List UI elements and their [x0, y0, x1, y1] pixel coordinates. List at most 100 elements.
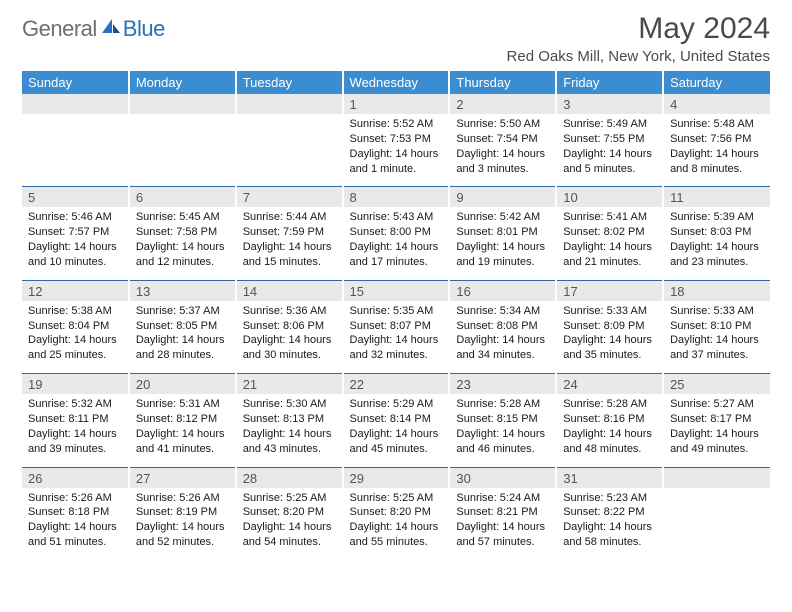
- daylight-text: Daylight: 14 hours and 45 minutes.: [350, 427, 443, 457]
- sunset-text: Sunset: 8:21 PM: [456, 505, 549, 520]
- daylight-text: Daylight: 14 hours and 28 minutes.: [136, 333, 229, 363]
- date-cell: 15: [343, 280, 450, 301]
- daylight-text: Daylight: 14 hours and 15 minutes.: [243, 240, 336, 270]
- sunrise-text: Sunrise: 5:26 AM: [136, 491, 229, 506]
- sunrise-text: Sunrise: 5:42 AM: [456, 210, 549, 225]
- info-cell: [663, 488, 770, 560]
- date-cell: 11: [663, 187, 770, 208]
- daylight-text: Daylight: 14 hours and 21 minutes.: [563, 240, 656, 270]
- sunrise-text: Sunrise: 5:34 AM: [456, 304, 549, 319]
- date-cell: 12: [22, 280, 129, 301]
- info-cell: [236, 114, 343, 187]
- sunrise-text: Sunrise: 5:33 AM: [563, 304, 656, 319]
- sunset-text: Sunset: 7:56 PM: [670, 132, 764, 147]
- info-cell: Sunrise: 5:30 AMSunset: 8:13 PMDaylight:…: [236, 394, 343, 467]
- info-cell: Sunrise: 5:31 AMSunset: 8:12 PMDaylight:…: [129, 394, 236, 467]
- date-row: 12131415161718: [22, 280, 770, 301]
- daylight-text: Daylight: 14 hours and 3 minutes.: [456, 147, 549, 177]
- sunrise-text: Sunrise: 5:36 AM: [243, 304, 336, 319]
- info-row: Sunrise: 5:26 AM Sunset: 8:18 PM Daylight:…: [22, 488, 770, 560]
- date-cell: [663, 467, 770, 488]
- info-cell: [129, 114, 236, 187]
- logo-sail-icon: [101, 18, 121, 41]
- header-row: General Blue May 2024 Red Oaks Mill, New…: [22, 12, 770, 65]
- info-cell: Sunrise: 5:41 AMSunset: 8:02 PMDaylight:…: [556, 207, 663, 280]
- info-cell: Sunrise: 5:34 AMSunset: 8:08 PMDaylight:…: [449, 301, 556, 374]
- date-cell: 13: [129, 280, 236, 301]
- info-cell: Sunrise: 5:27 AMSunset: 8:17 PMDaylight:…: [663, 394, 770, 467]
- sunrise-text: Sunrise: 5:24 AM: [456, 491, 549, 506]
- sunrise-text: Sunrise: 5:52 AM: [350, 117, 443, 132]
- date-cell: 4: [663, 94, 770, 114]
- sunrise-text: Sunrise: 5:39 AM: [670, 210, 764, 225]
- sunset-text: Sunset: 8:18 PM: [28, 505, 122, 520]
- sunset-text: Sunset: 8:22 PM: [563, 505, 656, 520]
- date-cell: 21: [236, 374, 343, 395]
- info-row: Sunrise: 5:52 AMSunset: 7:53 PMDaylight:…: [22, 114, 770, 187]
- sunset-text: Sunset: 7:57 PM: [28, 225, 122, 240]
- info-cell: Sunrise: 5:26 AMSunset: 8:19 PMDaylight:…: [129, 488, 236, 560]
- info-cell: Sunrise: 5:42 AMSunset: 8:01 PMDaylight:…: [449, 207, 556, 280]
- info-cell: Sunrise: 5:48 AMSunset: 7:56 PMDaylight:…: [663, 114, 770, 187]
- title-block: May 2024 Red Oaks Mill, New York, United…: [507, 12, 770, 65]
- daylight-text: Daylight: 14 hours and 55 minutes.: [350, 520, 443, 550]
- sunset-text: Sunset: 8:12 PM: [136, 412, 229, 427]
- info-cell: Sunrise: 5:28 AMSunset: 8:16 PMDaylight:…: [556, 394, 663, 467]
- info-cell: Sunrise: 5:39 AMSunset: 8:03 PMDaylight:…: [663, 207, 770, 280]
- date-cell: 22: [343, 374, 450, 395]
- date-cell: 23: [449, 374, 556, 395]
- location-subtitle: Red Oaks Mill, New York, United States: [507, 48, 770, 65]
- date-cell: 9: [449, 187, 556, 208]
- date-cell: 20: [129, 374, 236, 395]
- date-cell: 27: [129, 467, 236, 488]
- info-cell: Sunrise: 5:23 AMSunset: 8:22 PMDaylight:…: [556, 488, 663, 560]
- daylight-text: Daylight: 14 hours and 35 minutes.: [563, 333, 656, 363]
- day-header-thu: Thursday: [449, 71, 556, 94]
- sunset-text: Sunset: 8:05 PM: [136, 319, 229, 334]
- sunset-text: Sunset: 8:10 PM: [670, 319, 764, 334]
- date-cell: 14: [236, 280, 343, 301]
- info-cell: Sunrise: 5:49 AMSunset: 7:55 PMDaylight:…: [556, 114, 663, 187]
- info-cell: Sunrise: 5:43 AMSunset: 8:00 PMDaylight:…: [343, 207, 450, 280]
- sunrise-text: Sunrise: 5:49 AM: [563, 117, 656, 132]
- daylight-text: Daylight: 14 hours and 48 minutes.: [563, 427, 656, 457]
- daylight-text: Daylight: 14 hours and 54 minutes.: [243, 520, 336, 550]
- daylight-text: Daylight: 14 hours and 58 minutes.: [563, 520, 656, 550]
- sunrise-text: Sunrise: 5:37 AM: [136, 304, 229, 319]
- sunrise-text: Sunrise: 5:29 AM: [350, 397, 443, 412]
- sunrise-text: Sunrise: 5:33 AM: [670, 304, 764, 319]
- daylight-text: Daylight: 14 hours and 37 minutes.: [670, 333, 764, 363]
- daylight-text: Daylight: 14 hours and 43 minutes.: [243, 427, 336, 457]
- sunset-text: Sunset: 8:03 PM: [670, 225, 764, 240]
- sunrise-text: Sunrise: 5:44 AM: [243, 210, 336, 225]
- calendar-page: General Blue May 2024 Red Oaks Mill, New…: [0, 0, 792, 560]
- info-cell: Sunrise: 5:29 AMSunset: 8:14 PMDaylight:…: [343, 394, 450, 467]
- daylight-text: Daylight: 14 hours and 10 minutes.: [28, 240, 122, 270]
- info-cell: [22, 114, 129, 187]
- sunrise-text: Sunrise: 5:30 AM: [243, 397, 336, 412]
- day-header-mon: Monday: [129, 71, 236, 94]
- date-cell: 7: [236, 187, 343, 208]
- sunrise-text: Sunrise: 5:43 AM: [350, 210, 443, 225]
- daylight-text: Daylight: 14 hours and 1 minute.: [350, 147, 443, 177]
- sunrise-text: Sunrise: 5:28 AM: [563, 397, 656, 412]
- sunset-text: Sunset: 8:00 PM: [350, 225, 443, 240]
- day-header-sun: Sunday: [22, 71, 129, 94]
- sunset-text: Sunset: 8:09 PM: [563, 319, 656, 334]
- info-cell: Sunrise: 5:33 AMSunset: 8:09 PMDaylight:…: [556, 301, 663, 374]
- sunset-text: Sunset: 8:11 PM: [28, 412, 122, 427]
- sunrise-text: Sunrise: 5:25 AM: [350, 491, 443, 506]
- date-cell: 28: [236, 467, 343, 488]
- info-cell: Sunrise: 5:36 AMSunset: 8:06 PMDaylight:…: [236, 301, 343, 374]
- date-cell: 1: [343, 94, 450, 114]
- date-row: 262728293031: [22, 467, 770, 488]
- info-cell: Sunrise: 5:46 AMSunset: 7:57 PMDaylight:…: [22, 207, 129, 280]
- info-row: Sunrise: 5:32 AMSunset: 8:11 PMDaylight:…: [22, 394, 770, 467]
- daylight-text: Daylight: 14 hours and 52 minutes.: [136, 520, 229, 550]
- date-cell: 24: [556, 374, 663, 395]
- date-cell: 8: [343, 187, 450, 208]
- info-cell: Sunrise: 5:24 AMSunset: 8:21 PMDaylight:…: [449, 488, 556, 560]
- sunset-text: Sunset: 7:54 PM: [456, 132, 549, 147]
- sunset-text: Sunset: 7:59 PM: [243, 225, 336, 240]
- sunset-text: Sunset: 7:53 PM: [350, 132, 443, 147]
